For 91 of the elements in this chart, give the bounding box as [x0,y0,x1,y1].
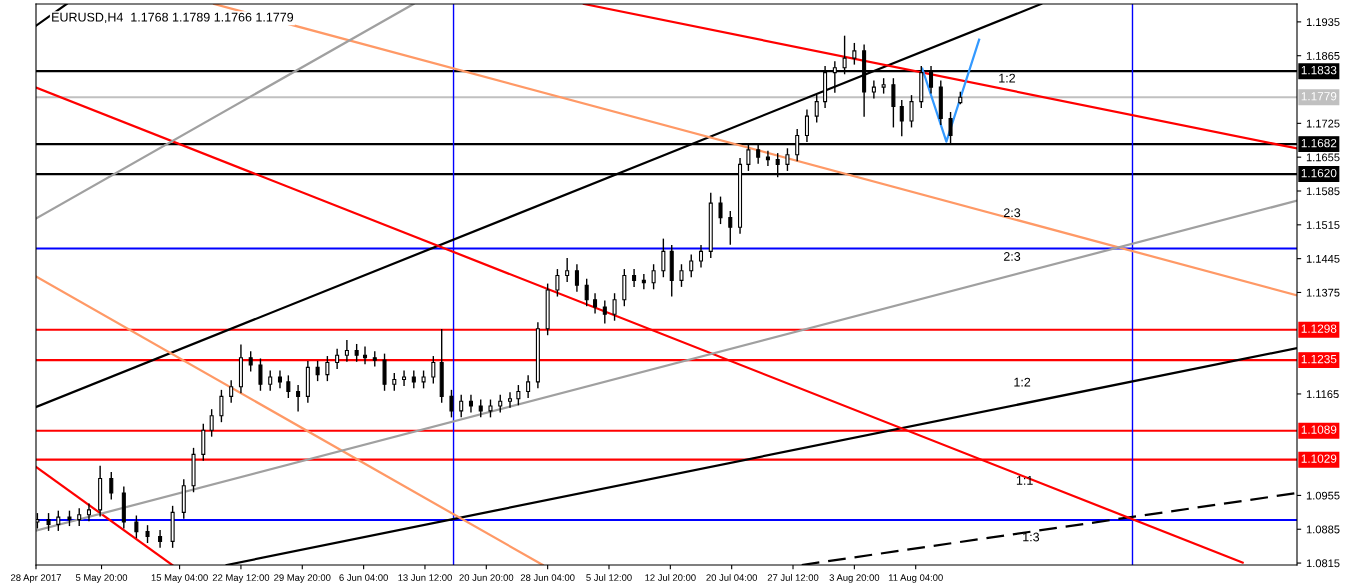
candlestick [718,196,723,225]
ref-line-label: 1.1089 [1301,425,1337,434]
candlestick [661,238,666,278]
candlestick [431,356,436,384]
y-tick-label: 1.1865 [1306,51,1340,60]
ref-line-label: 1.1682 [1301,138,1337,148]
candlestick [209,409,214,437]
candlestick [641,273,646,290]
candlestick [134,515,139,539]
candlestick [612,293,617,321]
annotation: 1:2 [1014,377,1031,387]
text: EURUSD,H4 1.1768 1.1789 1.1766 1.1779 [52,12,294,24]
candlestick [158,529,163,548]
candlestick [335,348,340,370]
candlestick [909,95,914,128]
x-tick-label: 11 Aug 04:00 [888,574,943,583]
y-tick-label: 1.0955 [1306,491,1340,500]
ref-line-label: 1.1235 [1301,354,1337,364]
x-tick-label: 5 May 20:00 [75,574,128,583]
candlestick [698,244,704,268]
candlestick [229,380,234,403]
x-tick-label: 6 Jun 04:00 [339,574,388,581]
candlestick [468,394,473,413]
candlestick [315,360,320,382]
candlestick [593,293,598,314]
candlestick [109,472,114,500]
ref-line-label: 1.1833 [1301,65,1337,75]
candlestick [651,264,656,290]
y-tick-label: 1.1515 [1306,221,1340,229]
x-tick-label: 5 Jul 12:00 [586,574,632,581]
y-tick-label: 1.1165 [1306,390,1339,399]
x-tick-label: 12 Jul 20:00 [645,574,696,581]
candlestick [632,269,637,287]
x-tick-label: 20 Jul 04:00 [706,574,758,581]
annotation: 2:3 [1003,208,1021,218]
candlestick [56,510,61,531]
y-tick-label: 1.1445 [1306,255,1340,263]
candlestick [516,385,521,406]
candlestick [689,254,694,278]
ref-line-label: 1.1298 [1301,324,1337,333]
ref-line-label: 1.1029 [1301,454,1337,463]
candlestick [899,99,904,137]
y-tick-label: 1.1655 [1306,153,1340,162]
candlestick [765,150,770,167]
x-tick-label: 3 Aug 20:00 [829,574,880,583]
ref-line-label: 1.1620 [1301,168,1337,178]
candlestick [86,503,91,522]
candlestick [449,389,454,418]
candlestick [362,346,368,365]
candlestick [814,95,819,123]
y-tick-label: 1.1725 [1306,119,1340,128]
y-tick-label: 1.0815 [1306,559,1340,568]
candlestick [248,351,253,372]
candlestick [219,389,224,423]
candlestick [555,269,560,297]
candlestick [507,392,513,408]
candlestick [402,370,407,386]
y-tick-label: 1.0885 [1306,525,1340,534]
candlestick [268,370,273,391]
x-tick-label: 28 Jun 04:00 [520,574,575,581]
annotation: 1:1 [1016,476,1033,485]
x-tick-label: 27 Jul 12:00 [767,574,819,581]
candlestick [459,394,464,418]
annotation: 2:3 [1003,252,1021,261]
x-tick-label: 29 May 20:00 [274,574,331,583]
x-tick-label: 20 Jun 20:00 [459,574,514,581]
x-tick-label: 28 Apr 2017 [11,574,61,583]
candlestick [296,385,301,412]
x-tick-label: 13 Jun 12:00 [398,574,452,581]
candlestick [679,264,684,287]
candlestick [325,356,330,382]
candlestick [891,78,896,128]
candlestick [526,375,531,399]
y-tick-label: 1.1935 [1306,18,1340,27]
x-tick-label: 22 May 12:00 [212,574,270,583]
candlestick [584,278,589,307]
ref-line-label: 1.1779 [1301,92,1337,101]
annotation: 1:3 [1023,532,1040,542]
y-tick-label: 1.1375 [1306,288,1340,297]
candlestick [602,300,607,324]
candlestick [785,148,790,171]
y-tick-label: 1.1585 [1306,187,1340,196]
candlestick [286,375,291,399]
candlestick [728,211,733,245]
candlestick [852,42,857,65]
annotation: 1:2 [999,73,1016,83]
candlestick [574,264,579,292]
candlestick [565,257,570,283]
x-tick-label: 15 May 04:00 [151,574,208,583]
candlestick [344,340,349,362]
candlestick [258,358,263,391]
